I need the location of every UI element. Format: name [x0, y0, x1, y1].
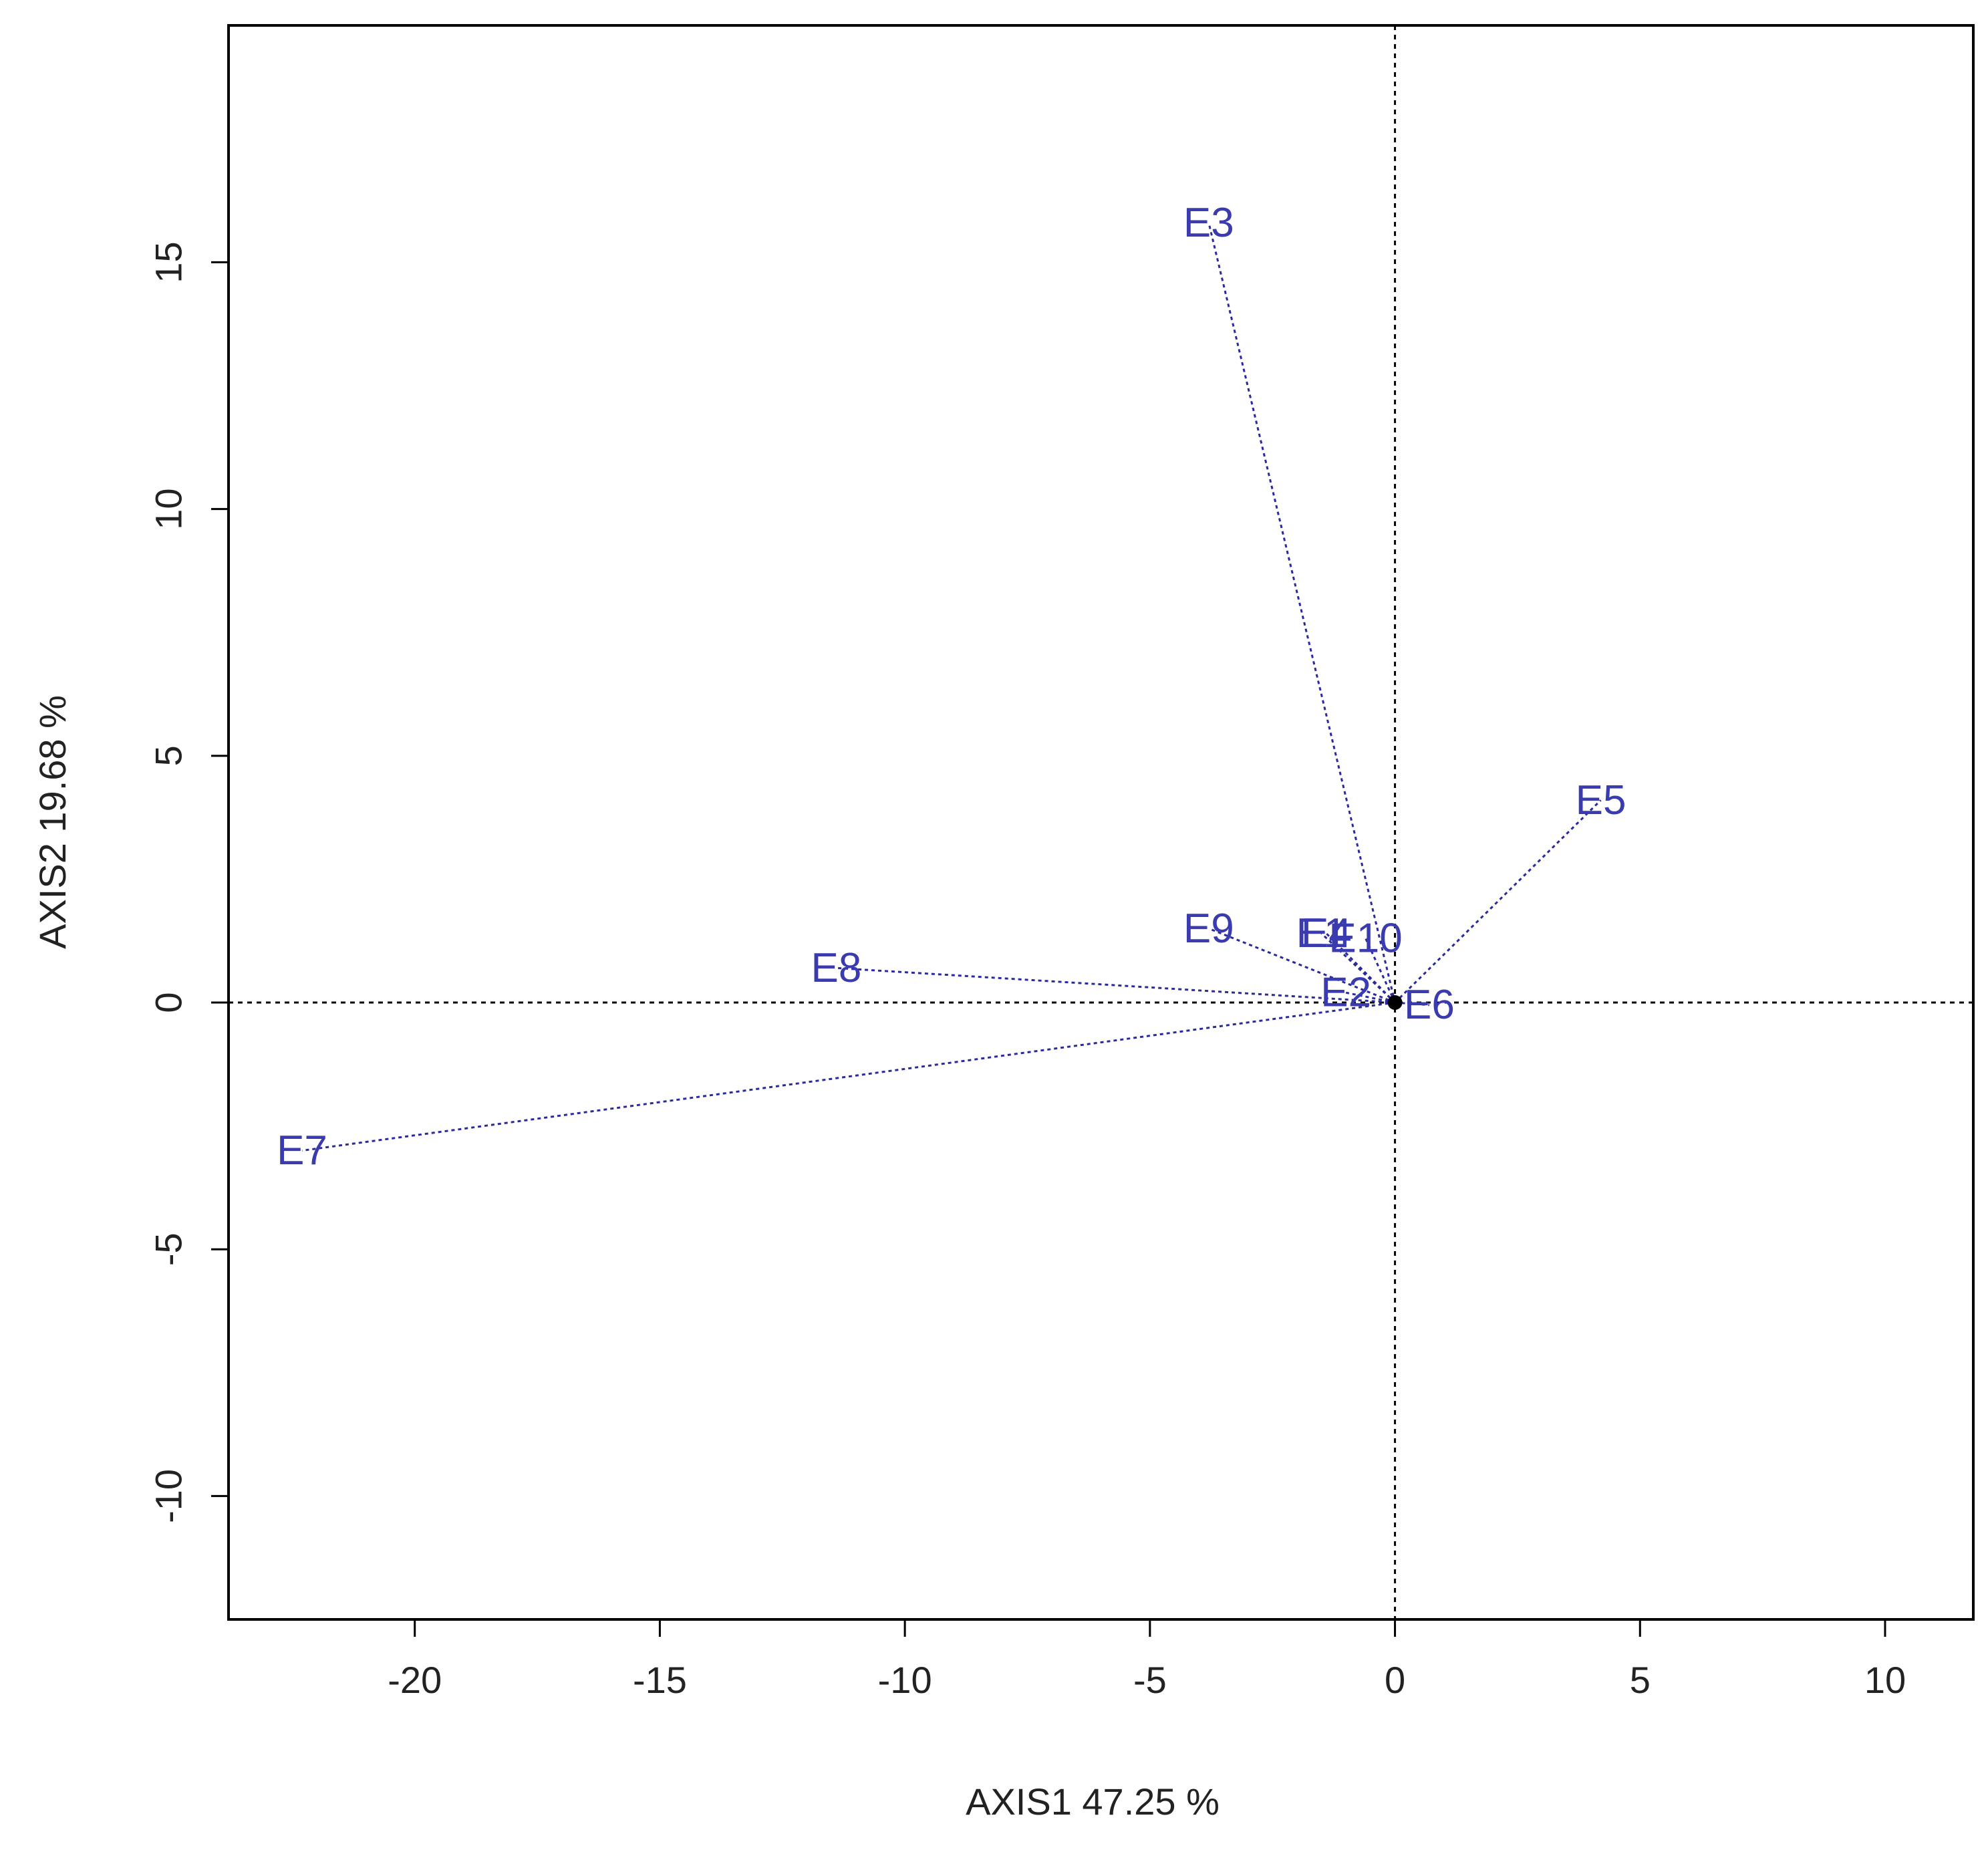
x-axis: -20 -15 -10 -5 0 5 10: [388, 1619, 1906, 1701]
y-tick-label: 0: [148, 992, 190, 1013]
point-label-e10: E10: [1328, 916, 1402, 962]
point-label-e3: E3: [1183, 200, 1234, 246]
x-tick-label: 0: [1385, 1659, 1405, 1701]
y-tick-label: 5: [148, 745, 190, 766]
y-tick-label: -10: [148, 1469, 190, 1523]
x-tick-label: -10: [878, 1659, 932, 1701]
point-label-e4: E4: [1301, 910, 1352, 956]
y-axis: -10 -5 0 5 10 15: [148, 241, 229, 1523]
x-tick-label: 5: [1630, 1659, 1651, 1701]
point-label-e2: E2: [1320, 970, 1371, 1016]
point-labels: E1 E2 E3 E4 E5 E6 E7 E8 E9 E10: [277, 200, 1626, 1174]
point-label-e6: E6: [1404, 982, 1455, 1028]
x-tick-label: -5: [1133, 1659, 1167, 1701]
y-tick-label: 10: [148, 488, 190, 529]
x-axis-title: AXIS1 47.25 %: [966, 1780, 1220, 1823]
segment-e6: [1395, 1001, 1430, 1007]
x-tick-label: 10: [1864, 1659, 1906, 1701]
origin-marker: [1387, 995, 1403, 1011]
plot-frame: [227, 24, 1975, 1621]
origin-marker-group: [1387, 995, 1403, 1011]
x-tick-label: -15: [633, 1659, 687, 1701]
point-label-e7: E7: [277, 1128, 327, 1174]
point-label-e1: E1: [1296, 910, 1347, 956]
reference-lines: [229, 25, 1973, 1619]
y-tick-label: -5: [148, 1232, 190, 1266]
segment-e4: [1325, 932, 1396, 1004]
segment-e10: [1365, 938, 1396, 1003]
y-tick-label: 15: [148, 241, 190, 283]
segment-e5: [1394, 799, 1602, 1004]
segment-e2: [1345, 991, 1395, 1004]
point-label-e8: E8: [811, 945, 862, 991]
point-segments: [301, 223, 1602, 1152]
point-label-e9: E9: [1183, 906, 1234, 952]
y-axis-title: AXIS2 19.68 %: [31, 695, 74, 949]
x-tick-label: -20: [388, 1659, 442, 1701]
point-label-e5: E5: [1576, 777, 1626, 823]
